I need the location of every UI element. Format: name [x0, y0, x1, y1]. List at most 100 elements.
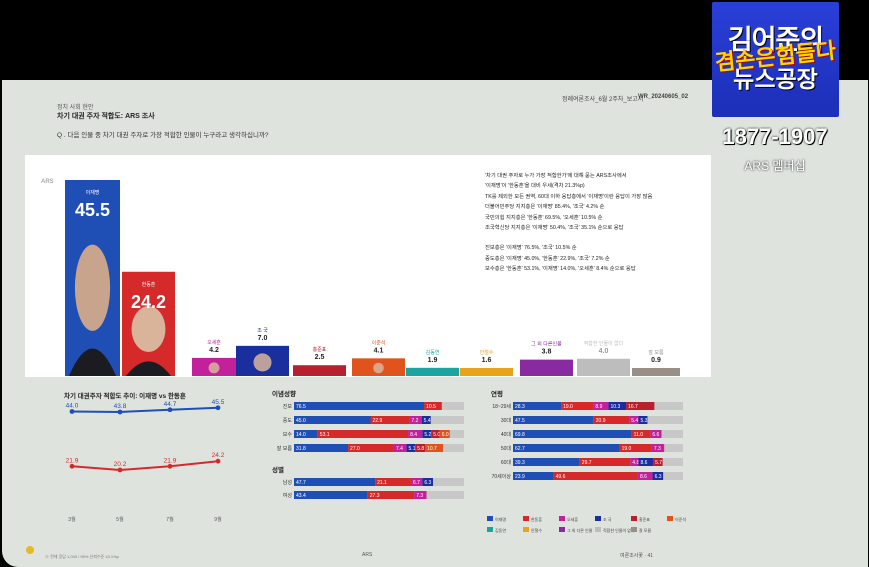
trend-point: [167, 407, 173, 413]
stack-segment: [294, 416, 371, 424]
stack-segment: [608, 402, 627, 410]
stack-segment-label: 21.1: [377, 480, 387, 486]
legend-label: 이재명: [495, 516, 506, 522]
footer-page: 여론조사꽃 · 41: [620, 553, 654, 559]
stack-segment: [317, 430, 409, 438]
bar-10: [632, 368, 680, 376]
bar-category-4: 홍준표: [313, 346, 327, 353]
trend-point: [215, 405, 221, 411]
stack-segment-label: 20.9: [596, 418, 606, 424]
legend-label: 그 외 다른 인물: [567, 527, 593, 533]
stack-segment: [663, 472, 683, 480]
stack-segment: [408, 430, 423, 438]
candidate-suit-1: [126, 361, 171, 376]
main-bar-chart: ARS 이재명 45.5 한동훈 24.2 오세훈 4.2 조 국 7.0 홍준표 2.5 이준석 4.…: [25, 155, 711, 377]
stack-segment: [653, 458, 663, 466]
stack-segment-label: 8.6: [640, 460, 647, 466]
trend-point: [69, 463, 75, 469]
page-title: 차기 대권 주자 적합도: ARS 조사: [57, 113, 155, 120]
stack-segment: [348, 444, 394, 452]
stack-segment: [593, 402, 609, 410]
stack-segment: [631, 430, 651, 438]
summary-line: 조국혁신당 지지층은 '이재명' 50.4%, '조국' 35.1% 순으로 응…: [485, 225, 624, 232]
bar-value-4: 2.5: [315, 354, 325, 361]
stack-segment: [375, 478, 411, 486]
stack-segment-label: 4.8: [632, 460, 639, 466]
stack-segment-label: 49.6: [556, 474, 566, 480]
summary-line: TK를 제외한 모든 권역, 60대 이하 응답층에서 '이재명'이란 응답이 …: [485, 193, 653, 200]
stack-segment-label: 76.5: [296, 404, 306, 410]
stack-segment-label: 6.7: [413, 480, 420, 486]
stack-segment: [662, 458, 683, 466]
stack-segment: [393, 444, 407, 452]
stack-segment: [406, 444, 416, 452]
bar-category-7: 안철수: [480, 349, 494, 356]
candidate-face-3: [253, 353, 272, 372]
stack-segment: [638, 458, 654, 466]
stack-segment: [650, 430, 662, 438]
legend-label: 홍준표: [639, 516, 650, 522]
trend-point: [117, 409, 123, 415]
stack-segment-label: 53.1: [320, 432, 330, 438]
stack-segment-label: 7.2: [411, 418, 418, 424]
stack-segment: [654, 402, 683, 410]
stack-segment: [294, 491, 368, 499]
stack-segment: [651, 444, 665, 452]
channel-logo: 김어준의 겸손은힘들다 뉴스공장: [712, 2, 839, 117]
legend-swatch: [631, 527, 637, 532]
stack-segment-label: 23.9: [515, 474, 525, 480]
trend-point-label: 21.9: [164, 457, 177, 464]
report-name: 정례여론조사_6월 2주차_보고서: [562, 97, 644, 103]
bar-value-6: 1.9: [428, 357, 438, 364]
bar-category-9: 적합한 인물이 없다: [584, 340, 624, 347]
trend-point-label: 45.5: [212, 399, 225, 406]
summary-line: 중도층은 '이재명' 45.0%, '한동훈' 22.9%, '조국' 7.2%…: [485, 255, 610, 262]
stack-segment-label: 5.7: [655, 460, 662, 466]
stack-segment: [414, 491, 427, 499]
stack-segment-label: 19.0: [563, 404, 573, 410]
stack-segment: [294, 430, 318, 438]
logo-line3: 뉴스공장: [733, 66, 818, 92]
stack-row-label: 18~29세: [492, 403, 511, 410]
trend-point-label: 44.7: [164, 401, 177, 408]
stack-segment-label: 45.0: [296, 418, 306, 424]
legend-label: 이준석: [675, 516, 686, 522]
stack-segment: [513, 444, 620, 452]
bar-category-3: 조 국: [257, 328, 268, 334]
stack-segment-label: 14.0: [296, 432, 306, 438]
bar-4: [293, 365, 346, 376]
report-code: WR_20240605_02: [638, 94, 689, 100]
stack-segment-label: 8.9: [595, 404, 602, 410]
logo-years: 1877-1907: [722, 124, 828, 149]
stack-segment-label: 39.3: [515, 460, 525, 466]
stack-segment-label: 62.7: [515, 446, 525, 452]
stack-row-label: 60대: [501, 459, 512, 466]
trend-x-tick: 9월: [214, 516, 222, 523]
candidate-face-5: [373, 362, 384, 374]
trend-x-tick: 7월: [166, 516, 174, 523]
stack-segment: [439, 430, 450, 438]
trend-line-1: [71, 460, 219, 472]
stack-segment-label: 69.8: [515, 432, 525, 438]
stack-segment-label: 47.5: [515, 418, 525, 424]
legend-swatch: [631, 516, 637, 521]
stack-segment: [513, 402, 562, 410]
stack-segment: [513, 416, 594, 424]
candidate-face-2: [208, 362, 220, 374]
bar-value-0: 45.5: [75, 200, 110, 220]
stack-segment: [422, 430, 432, 438]
trend-point-label: 43.8: [114, 403, 127, 410]
bar-value-1: 24.2: [131, 292, 166, 312]
stack-segment-label: 8.6: [640, 474, 647, 480]
legend-label: 안철수: [531, 527, 542, 533]
stack-segment-label: 6.0: [442, 432, 449, 438]
trend-point: [215, 458, 221, 464]
trend-title: 차기 대권주자 적합도 추이: 이재명 vs 한동훈: [64, 391, 186, 400]
stack-segment-label: 10.3: [611, 404, 621, 410]
stack-segment-label: 5.2: [424, 432, 431, 438]
trend-point-label: 24.2: [212, 452, 225, 459]
stack-segment-label: 6.3: [655, 474, 662, 480]
stack-segment-label: 5.4: [424, 418, 431, 424]
stack-segment: [409, 416, 422, 424]
candidate-face-0: [74, 244, 111, 331]
